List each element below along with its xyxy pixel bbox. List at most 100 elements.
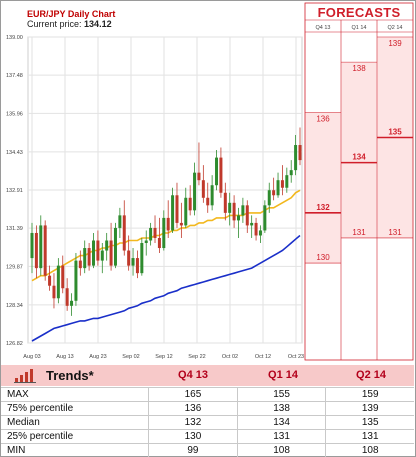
candle xyxy=(162,210,166,251)
candle-body xyxy=(232,202,236,221)
trends-row-label: MAX xyxy=(1,387,150,402)
candle-body xyxy=(236,215,240,221)
candle xyxy=(197,142,201,186)
chart-canvas: Q4 13 136 132 130 Q1 14 138 134 131 Q2 14 139 135 1… xyxy=(6,2,414,361)
candle-body xyxy=(188,197,192,211)
candle-body xyxy=(175,195,179,223)
forecast-median-label: 132 xyxy=(316,203,330,212)
forecast-max-label: 139 xyxy=(388,39,402,48)
candle-body xyxy=(285,175,289,188)
candle xyxy=(223,182,227,221)
candle xyxy=(254,217,258,241)
candle-body xyxy=(92,240,96,266)
trends-row-label: 75% percentile xyxy=(1,401,150,416)
trends-header-bar xyxy=(1,365,414,386)
trends-label: Trends* xyxy=(46,368,94,383)
x-tick-label: Oct 02 xyxy=(222,354,238,360)
candle-body xyxy=(39,225,43,269)
current-price-label: Current price: xyxy=(27,19,82,29)
trends-cell: 131 xyxy=(237,429,327,444)
candle xyxy=(92,232,96,269)
candle-body xyxy=(109,240,113,266)
candle-body xyxy=(56,265,60,299)
trends-row: Median 132 134 135 xyxy=(1,415,414,430)
candle-body xyxy=(162,217,166,249)
candle xyxy=(179,202,183,238)
candle xyxy=(87,243,91,271)
candle xyxy=(61,255,65,294)
candle-body xyxy=(215,157,219,186)
candle xyxy=(43,220,47,281)
candle xyxy=(267,182,271,213)
candle xyxy=(122,200,126,256)
candle-body xyxy=(197,172,201,181)
candle xyxy=(48,265,52,291)
candle-body xyxy=(43,225,47,276)
x-tick-label: Aug 03 xyxy=(23,354,40,360)
candle-body xyxy=(105,240,109,251)
candle xyxy=(83,240,87,274)
candle xyxy=(78,250,82,276)
candle xyxy=(245,200,249,233)
candle-body xyxy=(294,145,298,171)
candle xyxy=(250,215,254,238)
candle xyxy=(276,172,280,198)
candle-body xyxy=(250,222,254,226)
candle-body xyxy=(131,258,135,266)
candle-body xyxy=(30,232,34,259)
grid-lines xyxy=(27,36,303,344)
current-price-value: 134.12 xyxy=(84,19,112,29)
x-tick-label: Oct 23 xyxy=(288,354,304,360)
candle xyxy=(241,197,245,223)
trends-label-text: Trends xyxy=(46,368,89,383)
candle-body xyxy=(135,258,139,274)
candle xyxy=(96,230,100,266)
y-tick-label: 139.00 xyxy=(6,35,23,41)
candle xyxy=(166,200,170,238)
y-tick-label: 131.39 xyxy=(6,226,23,232)
moving-average-line xyxy=(31,234,301,342)
candle xyxy=(135,250,139,279)
candle-body xyxy=(210,185,214,206)
candle-body xyxy=(87,248,91,266)
candle-body xyxy=(289,170,293,176)
candle xyxy=(201,165,205,203)
candle xyxy=(74,253,78,306)
candle xyxy=(34,225,38,279)
forecast-min-label: 131 xyxy=(352,228,366,237)
candle-body xyxy=(118,215,122,228)
candle-body xyxy=(78,260,82,269)
candle xyxy=(236,207,240,238)
candle xyxy=(144,230,148,256)
candle-body xyxy=(219,157,223,193)
candle xyxy=(298,127,302,166)
trends-cell: 139 xyxy=(325,401,414,416)
trends-row-label: MIN xyxy=(1,443,150,457)
moving-average-line xyxy=(31,189,301,282)
candle-body xyxy=(52,285,56,299)
chart-title: EUR/JPY Daily Chart xyxy=(27,9,116,19)
forecast-col-label: Q2 14 xyxy=(388,25,403,31)
x-tick-label: Aug 23 xyxy=(89,354,106,360)
candle xyxy=(280,165,284,196)
x-tick-label: Aug 13 xyxy=(56,354,73,360)
candle-body xyxy=(48,275,52,286)
trends-col-q4-13: Q4 13 xyxy=(178,369,208,381)
candle xyxy=(113,222,117,269)
axis-labels: 139.00 137.48 135.96 134.43 132.91 131.39 129.… xyxy=(6,35,304,360)
y-tick-label: 134.43 xyxy=(6,150,23,156)
candle xyxy=(131,248,135,276)
candle-body xyxy=(267,190,271,206)
candle xyxy=(188,185,192,216)
candle xyxy=(219,147,223,198)
candle-body xyxy=(228,202,232,213)
candle xyxy=(157,217,161,254)
forecast-col-label: Q4 13 xyxy=(316,25,331,31)
candle-body xyxy=(127,250,131,266)
candle xyxy=(175,182,179,228)
candle xyxy=(285,167,289,193)
candle xyxy=(289,160,293,183)
candle-body xyxy=(122,215,126,251)
trends-cell: 159 xyxy=(325,387,414,402)
forecast-panel: Q4 13 136 132 130 Q1 14 138 134 131 Q2 14 139 135 1… xyxy=(304,2,414,361)
